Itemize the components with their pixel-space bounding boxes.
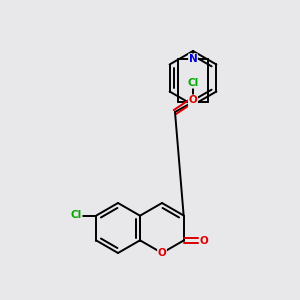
Text: N: N xyxy=(189,97,197,107)
Text: Cl: Cl xyxy=(188,78,199,88)
Text: O: O xyxy=(199,236,208,245)
Text: O: O xyxy=(189,95,197,105)
Text: N: N xyxy=(189,54,197,64)
Text: O: O xyxy=(158,248,166,258)
Text: Cl: Cl xyxy=(71,211,82,220)
